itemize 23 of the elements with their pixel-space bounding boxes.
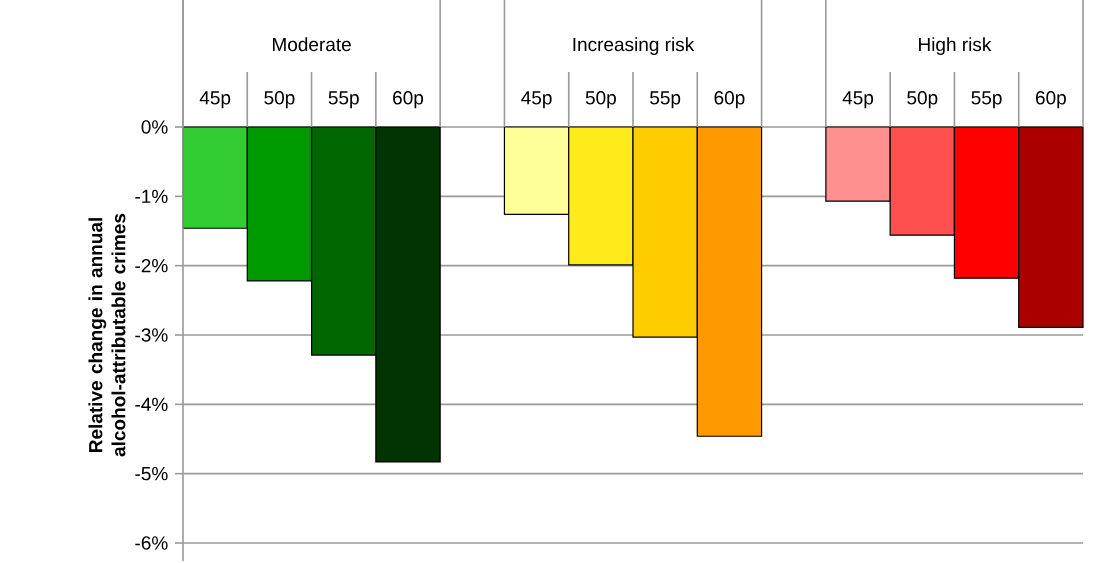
y-tick-label: 0% xyxy=(141,120,168,134)
text: Increasing risk xyxy=(573,37,695,55)
x-tick-label: 60p xyxy=(1035,91,1066,109)
y-tick-label: -3% xyxy=(135,328,168,342)
x-tick-label: 55p xyxy=(328,91,359,109)
y-tick-label: -6% xyxy=(135,536,168,550)
y-axis-title: Relative change in annual alcohol-attributable crimes xyxy=(88,213,126,457)
x-tick-label: 45p xyxy=(199,91,231,109)
x-tick-label: 60p xyxy=(393,91,424,109)
x-tick-label: 45p xyxy=(842,91,874,109)
y-tick-label: -2% xyxy=(135,258,168,273)
x-tick-label: 55p xyxy=(650,91,681,109)
x-tick-label: 50p xyxy=(264,91,295,109)
y-tick-label: -4% xyxy=(135,397,168,411)
text: Moderate xyxy=(273,37,351,52)
x-tick-label: 50p xyxy=(907,91,938,109)
text: High risk xyxy=(919,37,992,55)
y-tick-label: -1% xyxy=(135,189,168,203)
y-tick-label: -5% xyxy=(135,466,168,481)
x-tick-label: 55p xyxy=(971,91,1002,109)
x-tick-label: 60p xyxy=(714,91,745,109)
x-tick-label: 50p xyxy=(585,91,616,109)
x-tick-label: 45p xyxy=(521,91,552,109)
